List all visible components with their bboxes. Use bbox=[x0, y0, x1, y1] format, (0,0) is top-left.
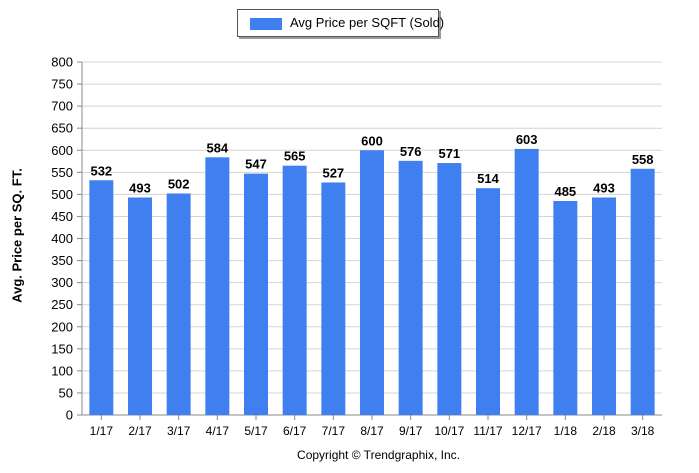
bars bbox=[89, 148, 655, 415]
y-tick-label: 300 bbox=[51, 275, 73, 290]
x-tick-label: 4/17 bbox=[206, 424, 230, 438]
y-tick-label: 450 bbox=[51, 209, 73, 224]
data-label: 485 bbox=[554, 184, 576, 199]
data-label: 571 bbox=[438, 146, 460, 161]
data-label: 603 bbox=[516, 132, 538, 147]
tick-labels: 0 50 100 150 200 250 300 350 400 450 500 550 600 650 7… bbox=[51, 55, 654, 439]
bar bbox=[89, 180, 114, 415]
data-label: 514 bbox=[477, 171, 499, 186]
data-labels: 532 493 502 584 547 565 527 600 576 571 514 603 485 4… bbox=[90, 132, 653, 199]
bar bbox=[128, 197, 152, 415]
x-tick-label: 5/17 bbox=[244, 424, 268, 438]
legend-swatch bbox=[250, 18, 282, 30]
data-label: 547 bbox=[245, 157, 267, 172]
data-label: 600 bbox=[361, 133, 383, 148]
y-tick-label: 400 bbox=[51, 231, 73, 246]
x-tick-label: 7/17 bbox=[322, 424, 346, 438]
bar bbox=[437, 163, 462, 415]
data-label: 584 bbox=[206, 140, 228, 155]
data-label: 493 bbox=[593, 180, 615, 195]
x-tick-label: 11/17 bbox=[473, 424, 502, 438]
bar bbox=[592, 197, 616, 415]
y-tick-label: 150 bbox=[51, 341, 73, 356]
bar bbox=[282, 165, 307, 415]
y-tick-label: 500 bbox=[51, 187, 73, 202]
copyright-text: Copyright © Trendgraphix, Inc. bbox=[297, 448, 460, 462]
x-tick-label: 3/17 bbox=[167, 424, 191, 438]
data-label: 527 bbox=[322, 165, 344, 180]
y-tick-label: 350 bbox=[51, 253, 73, 268]
data-label: 565 bbox=[284, 149, 306, 164]
data-label: 532 bbox=[90, 163, 112, 178]
x-tick-label: 8/17 bbox=[360, 424, 384, 438]
bar bbox=[205, 157, 230, 415]
bar bbox=[553, 200, 578, 415]
x-tick-label: 3/18 bbox=[631, 424, 655, 438]
bar bbox=[514, 148, 539, 415]
y-tick-label: 600 bbox=[51, 143, 73, 158]
data-label: 493 bbox=[129, 180, 151, 195]
x-tick-label: 10/17 bbox=[434, 424, 464, 438]
y-tick-label: 0 bbox=[66, 408, 73, 423]
bar bbox=[398, 160, 423, 415]
y-tick-label: 250 bbox=[51, 297, 73, 312]
bar bbox=[360, 150, 384, 415]
y-tick-label: 50 bbox=[59, 385, 73, 400]
y-tick-label: 650 bbox=[51, 121, 73, 136]
y-tick-label: 700 bbox=[51, 99, 73, 114]
x-tick-label: 12/17 bbox=[512, 424, 542, 438]
y-axis-title: Avg. Price per SQ. FT. bbox=[9, 168, 25, 303]
legend-label: Avg Price per SQFT (Sold) bbox=[290, 15, 445, 30]
y-tick-label: 200 bbox=[51, 319, 73, 334]
data-label: 576 bbox=[400, 144, 422, 159]
x-tick-label: 2/18 bbox=[592, 424, 616, 438]
bar bbox=[321, 182, 346, 415]
data-label: 502 bbox=[168, 176, 190, 191]
y-tick-label: 800 bbox=[51, 55, 73, 70]
bar bbox=[244, 173, 268, 415]
y-tick-label: 550 bbox=[51, 165, 73, 180]
y-tick-label: 100 bbox=[51, 363, 73, 378]
bar bbox=[630, 168, 655, 415]
x-tick-label: 1/18 bbox=[554, 424, 578, 438]
legend: Avg Price per SQFT (Sold) bbox=[237, 9, 444, 37]
y-tick-label: 750 bbox=[51, 77, 73, 92]
x-tick-label: 1/17 bbox=[90, 424, 114, 438]
data-label: 558 bbox=[632, 152, 654, 167]
bar bbox=[476, 188, 500, 415]
bar bbox=[166, 193, 191, 415]
x-tick-label: 9/17 bbox=[399, 424, 423, 438]
x-tick-label: 6/17 bbox=[283, 424, 307, 438]
x-tick-label: 2/17 bbox=[128, 424, 152, 438]
